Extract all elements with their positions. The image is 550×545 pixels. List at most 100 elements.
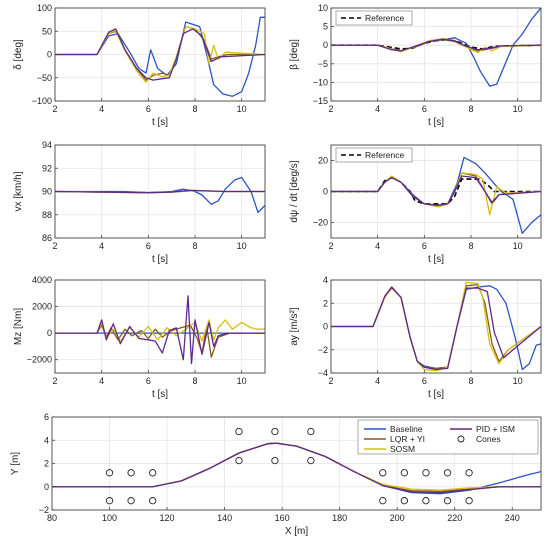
cone-marker xyxy=(105,469,114,477)
x-tick-label: 10 xyxy=(237,104,247,114)
x-tick-label: 10 xyxy=(237,376,247,386)
legend-label: Reference xyxy=(365,150,404,160)
x-tick-label: 4 xyxy=(99,241,104,251)
x-axis-label: X [m] xyxy=(285,526,309,537)
series-group xyxy=(331,8,541,87)
chart-delta: 2 4 6 8 10 −100 −50 0 50 100 t [s] δ [deg] xyxy=(13,3,266,128)
series-line-pid_ism xyxy=(55,189,265,194)
chart-mz: 2 4 6 8 10 −2000 0 2000 4000 t [s] Mz [Nm] xyxy=(13,275,266,400)
series-line-pid_ism xyxy=(52,442,541,494)
cone-marker xyxy=(400,497,409,505)
legend: Reference xyxy=(335,147,413,163)
y-tick-label: −2000 xyxy=(27,355,52,365)
y-tick-label: −10 xyxy=(313,77,328,87)
cone-marker xyxy=(149,469,157,477)
legend-swatch-cones xyxy=(457,435,465,443)
y-tick-label: 10 xyxy=(318,3,328,13)
x-tick-label: 2 xyxy=(328,376,333,386)
y-tick-label: 2 xyxy=(323,298,328,308)
legend-label: PID + ISM xyxy=(476,424,515,434)
y-tick-label: 5 xyxy=(323,22,328,32)
cone-marker xyxy=(235,456,243,465)
y-tick-label: 6 xyxy=(44,412,49,422)
legend-box xyxy=(357,419,539,455)
cone-marker xyxy=(149,497,157,505)
plot-area xyxy=(55,280,265,373)
series-line-pid_ism xyxy=(331,38,541,52)
series-line-sosm xyxy=(55,319,265,342)
y-tick-label: 20 xyxy=(318,156,328,166)
legend-box xyxy=(335,147,413,163)
series-group xyxy=(55,16,265,97)
legend: Reference xyxy=(335,10,413,26)
x-tick-label: 120 xyxy=(160,513,175,523)
x-tick-label: 8 xyxy=(468,104,473,114)
cone-marker xyxy=(379,497,387,505)
cone-marker xyxy=(422,469,430,477)
x-tick-label: 6 xyxy=(146,241,151,251)
x-tick-label: 10 xyxy=(513,376,523,386)
y-tick-label: 90 xyxy=(42,187,52,197)
cone-marker xyxy=(105,497,114,505)
x-tick-label: 180 xyxy=(332,513,347,523)
x-tick-label: 8 xyxy=(192,104,197,114)
y-tick-label: 0 xyxy=(47,50,52,60)
series-line-pid_ism xyxy=(55,295,265,365)
y-tick-label: 2000 xyxy=(32,302,52,312)
y-tick-label: −5 xyxy=(318,59,328,69)
x-tick-label: 8 xyxy=(192,241,197,251)
cone-marker xyxy=(379,469,387,477)
chart-ay: 2 4 6 8 10 −4 −2 0 2 4 t [s] ay [m/s²] xyxy=(289,275,542,400)
series-group xyxy=(55,295,265,365)
legend-box xyxy=(335,10,413,26)
x-tick-label: 4 xyxy=(99,376,104,386)
x-tick-label: 8 xyxy=(192,376,197,386)
y-axis-label: Y [m] xyxy=(10,452,21,475)
y-tick-label: −20 xyxy=(313,218,328,228)
cone-marker xyxy=(443,497,452,505)
y-tick-label: 100 xyxy=(37,3,52,13)
y-tick-label: 2 xyxy=(44,459,49,469)
legend-label: Reference xyxy=(365,13,404,23)
x-tick-label: 6 xyxy=(422,241,427,251)
legend-label: Cones xyxy=(476,434,501,444)
cone-marker xyxy=(271,456,279,465)
chart-trajectory: 80 100 120 140 160 180 200 220 240 −2 0 2 4 6 X [m] Y [… xyxy=(10,412,542,537)
x-tick-label: 10 xyxy=(513,241,523,251)
y-tick-label: −2 xyxy=(39,505,49,515)
y-tick-label: 86 xyxy=(42,233,52,243)
x-tick-label: 2 xyxy=(52,104,57,114)
chart-yawrate: 2 4 6 8 10 −20 0 20 t [s] dψ / dt [deg/s] Referenc… xyxy=(289,144,542,265)
cone-marker xyxy=(271,427,279,436)
x-axis-label: t [s] xyxy=(152,254,168,265)
y-tick-label: 0 xyxy=(323,40,328,50)
x-tick-label: 4 xyxy=(375,241,380,251)
series-line-pid_ism xyxy=(331,286,541,371)
x-axis-label: t [s] xyxy=(428,117,444,128)
legend: Baseline PID + ISM LQR + YI Cones SOSM xyxy=(357,419,539,455)
chart-vx: 2 4 6 8 10 86 88 90 92 94 t [s] vx [km/h] xyxy=(13,140,266,265)
y-tick-label: −100 xyxy=(32,96,52,106)
x-tick-label: 220 xyxy=(447,513,462,523)
x-tick-label: 2 xyxy=(328,104,333,114)
cone-marker xyxy=(307,456,315,465)
cone-marker xyxy=(465,469,473,477)
series-line-pid_ism xyxy=(55,28,265,81)
y-axis-label: δ [deg] xyxy=(13,39,24,70)
y-tick-label: 50 xyxy=(42,26,52,36)
y-tick-label: 0 xyxy=(323,322,328,332)
series-line-reference xyxy=(331,176,541,205)
cone-marker xyxy=(127,497,135,505)
series-line-lqr_yi xyxy=(55,324,265,358)
axes-box xyxy=(54,279,266,374)
x-tick-label: 200 xyxy=(390,513,405,523)
cone-marker xyxy=(443,469,452,477)
cone-marker xyxy=(422,497,430,505)
x-tick-label: 6 xyxy=(422,376,427,386)
series-group xyxy=(52,427,541,505)
y-tick-label: −4 xyxy=(318,368,328,378)
x-tick-label: 6 xyxy=(422,104,427,114)
y-axis-label: ay [m/s²] xyxy=(289,307,300,346)
x-tick-label: 10 xyxy=(237,241,247,251)
